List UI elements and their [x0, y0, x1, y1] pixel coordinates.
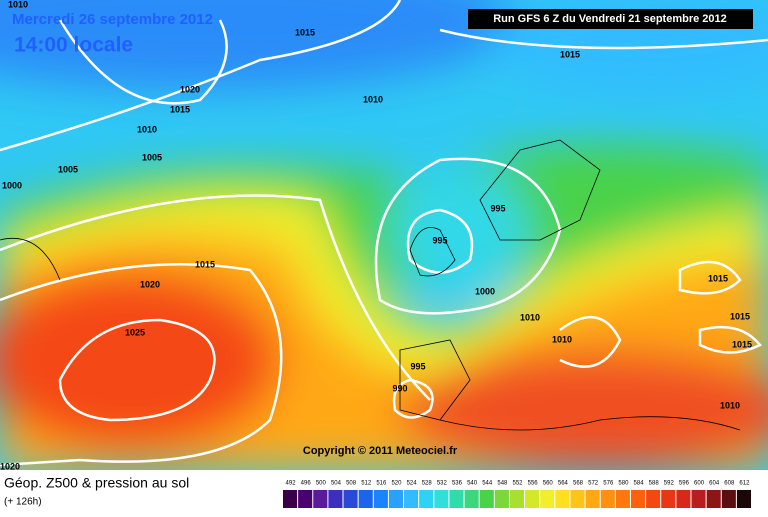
legend-tick-label: 528 — [422, 481, 433, 487]
geopotential-field — [0, 0, 768, 470]
legend-swatch — [661, 490, 676, 508]
legend-swatch — [358, 490, 373, 508]
forecast-date: Mercredi 26 septembre 2012 — [12, 11, 213, 28]
legend-tick-label: 600 — [694, 481, 705, 487]
legend-tick-label: 556 — [528, 481, 539, 487]
isobar-label: 1015 — [708, 273, 728, 283]
legend-tick-label: 508 — [346, 481, 357, 487]
legend-swatch — [404, 490, 419, 508]
isobar-label: 1005 — [142, 152, 162, 162]
legend-tick-label: 512 — [361, 481, 372, 487]
legend-swatch — [736, 490, 751, 508]
legend-tick-label: 552 — [512, 481, 523, 487]
legend-tick-label: 532 — [437, 481, 448, 487]
legend-tick-label: 540 — [467, 481, 478, 487]
legend-tick-label: 548 — [497, 481, 508, 487]
isobar-label: 1000 — [475, 286, 495, 296]
legend-swatch — [555, 490, 570, 508]
legend-tick-label: 524 — [407, 481, 418, 487]
legend-swatch — [570, 490, 585, 508]
legend-tick-label: 588 — [649, 481, 660, 487]
legend-swatch — [343, 490, 358, 508]
isobar-label: 1010 — [720, 400, 740, 410]
isobar-label: 1015 — [730, 311, 750, 321]
legend-tick-label: 568 — [573, 481, 584, 487]
isobar-label: 1015 — [732, 339, 752, 349]
isobar-label: 1000 — [2, 180, 22, 190]
legend-swatch — [373, 490, 388, 508]
legend-swatch — [283, 490, 298, 508]
legend-swatch — [615, 490, 630, 508]
legend-tick-label: 576 — [603, 481, 614, 487]
legend-swatch — [479, 490, 494, 508]
legend-tick-label: 520 — [391, 481, 402, 487]
legend-tick-label: 504 — [331, 481, 342, 487]
legend-swatch — [676, 490, 691, 508]
isobar-label: 1010 — [520, 312, 540, 322]
legend-tick-label: 584 — [634, 481, 645, 487]
legend-tick-label: 492 — [286, 481, 297, 487]
isobar-label: 1010 — [552, 334, 572, 344]
legend-tick-label: 536 — [452, 481, 463, 487]
legend-swatch — [600, 490, 615, 508]
legend-swatch — [313, 490, 328, 508]
legend-swatch — [691, 490, 706, 508]
legend-swatch — [388, 490, 404, 508]
copyright: Copyright © 2011 Meteociel.fr — [303, 445, 458, 457]
isobar-label: 1010 — [137, 124, 157, 134]
isobar-label: 995 — [410, 361, 425, 371]
legend-tick-label: 612 — [739, 481, 750, 487]
legend-swatch — [328, 490, 343, 508]
legend-swatch — [449, 490, 464, 508]
legend-tick-label: 516 — [376, 481, 387, 487]
isobar-label: 1020 — [140, 279, 160, 289]
legend-tick-label: 608 — [724, 481, 735, 487]
legend-swatch — [298, 490, 313, 508]
isobar-label: 1020 — [180, 84, 200, 94]
isobar-label: 995 — [432, 235, 447, 245]
legend-tick-label: 592 — [664, 481, 675, 487]
legend-swatch — [509, 490, 525, 508]
caption-title: Géop. Z500 & pression au sol — [4, 475, 189, 491]
isobar-label: 995 — [490, 203, 505, 213]
legend-swatch — [646, 490, 661, 508]
isobar-label: 1025 — [125, 327, 145, 337]
legend-swatch — [494, 490, 509, 508]
legend-tick-label: 564 — [558, 481, 569, 487]
isobar-label: 1015 — [195, 259, 215, 269]
isobar-label: 1010 — [8, 0, 28, 9]
run-info: Run GFS 6 Z du Vendredi 21 septembre 201… — [493, 13, 727, 25]
legend-swatch — [434, 490, 449, 508]
legend-tick-label: 496 — [301, 481, 312, 487]
legend-tick-label: 500 — [316, 481, 327, 487]
isobars — [0, 0, 768, 467]
isobar-label: 1005 — [58, 164, 78, 174]
isobar-label: 1015 — [170, 104, 190, 114]
isobar-label: 1020 — [0, 461, 20, 471]
isobar-label: 1010 — [363, 94, 383, 104]
coastlines — [0, 139, 741, 431]
legend-tick-label: 572 — [588, 481, 599, 487]
legend-swatch — [585, 490, 600, 508]
legend-tick-label: 560 — [543, 481, 554, 487]
legend-tick-label: 544 — [482, 481, 493, 487]
legend-swatch — [464, 490, 479, 508]
legend-tick-label: 580 — [618, 481, 629, 487]
legend-swatch — [706, 490, 721, 508]
isobar-label: 1015 — [560, 49, 580, 59]
forecast-time: 14:00 locale — [14, 34, 133, 57]
isobar-label: 1015 — [295, 27, 315, 37]
legend-swatch — [630, 490, 646, 508]
legend-swatch — [525, 490, 540, 508]
caption-lead: (+ 126h) — [4, 497, 42, 508]
legend-swatch — [419, 490, 434, 508]
isobar-label: 990 — [392, 383, 407, 393]
legend-swatch — [540, 490, 555, 508]
legend-swatch — [721, 490, 736, 508]
legend-tick-label: 604 — [709, 481, 720, 487]
run-banner — [468, 9, 753, 29]
legend-tick-label: 596 — [679, 481, 690, 487]
